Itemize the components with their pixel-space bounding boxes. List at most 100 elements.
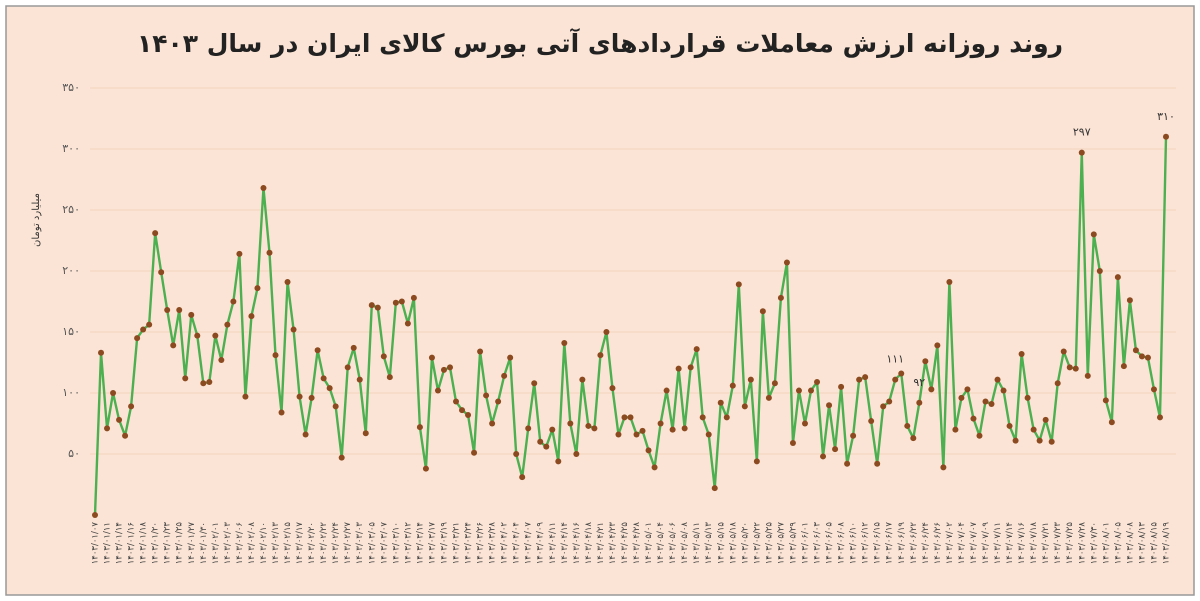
data-point bbox=[296, 393, 303, 400]
data-point bbox=[1090, 231, 1097, 238]
data-point bbox=[627, 414, 634, 421]
data-point bbox=[808, 387, 815, 394]
data-point bbox=[958, 394, 965, 401]
x-tick-label: ۱۴۰۳/۰۴/۱۶ bbox=[572, 522, 582, 564]
data-point bbox=[1030, 426, 1037, 433]
x-tick-label: ۱۴۰۳/۰۴/۱۴ bbox=[560, 522, 570, 564]
x-tick-label: ۱۴۰۳/۰۷/۲۵ bbox=[1065, 522, 1075, 565]
data-point bbox=[874, 460, 881, 467]
data-point bbox=[1066, 364, 1073, 371]
data-point bbox=[134, 335, 141, 342]
x-tick-label: ۱۴۰۳/۰۲/۰۸ bbox=[247, 522, 257, 565]
x-tick-label: ۱۴۰۳/۰۶/۲۴ bbox=[921, 522, 931, 564]
x-tick-label: ۱۴۰۳/۰۷/۱۱ bbox=[993, 522, 1003, 564]
data-point bbox=[759, 308, 766, 315]
data-point bbox=[182, 375, 189, 382]
data-point bbox=[152, 230, 159, 237]
data-point bbox=[1126, 297, 1133, 304]
data-point bbox=[440, 366, 447, 373]
data-point bbox=[489, 420, 496, 427]
x-tick-label: ۱۴۰۳/۰۳/۱۲ bbox=[403, 522, 413, 565]
data-point bbox=[1096, 268, 1103, 274]
data-point bbox=[1060, 348, 1067, 355]
data-point bbox=[374, 304, 381, 311]
x-tick-label: ۱۴۰۳/۰۴/۱۱ bbox=[548, 522, 558, 564]
x-tick-label: ۱۴۰۳/۰۲/۲۲ bbox=[319, 522, 329, 565]
x-tick-label: ۱۴۰۳/۰۱/۰۷ bbox=[91, 522, 101, 565]
data-point bbox=[338, 454, 345, 461]
data-point bbox=[434, 387, 441, 394]
data-point bbox=[994, 376, 1001, 383]
data-point bbox=[1120, 363, 1127, 370]
data-point bbox=[904, 422, 911, 429]
x-tick-label: ۱۴۰۳/۰۶/۰۱ bbox=[800, 522, 810, 564]
x-tick-label: ۱۴۰۳/۰۱/۲۵ bbox=[175, 522, 185, 565]
data-point bbox=[645, 447, 652, 454]
y-tick-label: ۲۵۰ bbox=[62, 203, 80, 216]
x-tick-label: ۱۴۰۳/۰۳/۲۸ bbox=[488, 522, 498, 565]
data-point bbox=[356, 376, 363, 383]
data-point bbox=[254, 285, 261, 292]
data-point bbox=[753, 458, 760, 465]
data-point bbox=[242, 393, 249, 400]
x-tick-label: ۱۴۰۳/۰۳/۰۳ bbox=[355, 522, 365, 565]
x-tick-label: ۱۴۰۳/۰۷/۱۴ bbox=[1005, 522, 1015, 564]
data-point bbox=[777, 294, 784, 301]
x-tick-label: ۱۴۰۳/۰۲/۱۷ bbox=[295, 522, 305, 565]
data-point bbox=[585, 422, 592, 429]
x-tick-label: ۱۴۰۳/۰۳/۲۱ bbox=[452, 522, 462, 564]
data-point bbox=[290, 326, 297, 333]
data-point bbox=[92, 512, 98, 518]
y-tick-label: ۳۰۰ bbox=[62, 142, 80, 155]
y-tick-label: ۵۰ bbox=[68, 447, 80, 460]
chart-title: روند روزانه ارزش معاملات قراردادهای آتی … bbox=[137, 28, 1063, 59]
data-point bbox=[188, 311, 195, 318]
data-point bbox=[302, 431, 309, 438]
data-point bbox=[693, 346, 700, 353]
x-tick-label: ۱۴۰۳/۰۶/۲۶ bbox=[933, 522, 943, 564]
x-tick-label: ۱۴۰۳/۰۷/۱۶ bbox=[1017, 522, 1027, 564]
data-point bbox=[850, 432, 857, 439]
data-point bbox=[386, 374, 393, 381]
x-tick-label: ۱۴۰۳/۰۲/۱۰ bbox=[259, 522, 269, 564]
data-point bbox=[880, 403, 887, 410]
data-point bbox=[801, 420, 808, 427]
data-point bbox=[104, 425, 111, 432]
data-point bbox=[212, 332, 219, 339]
x-tick-label: ۱۴۰۳/۰۵/۱۳ bbox=[704, 522, 714, 565]
chart-background bbox=[5, 5, 1195, 596]
x-tick-label: ۱۴۰۳/۰۳/۱۹ bbox=[439, 522, 449, 565]
data-point bbox=[248, 313, 255, 320]
data-point bbox=[477, 348, 484, 355]
data-point bbox=[1072, 365, 1079, 372]
data-point bbox=[1163, 133, 1169, 140]
x-tick-label: ۱۴۰۳/۰۸/۰۵ bbox=[1113, 522, 1123, 565]
x-tick-label: ۱۴۰۳/۰۵/۱۸ bbox=[728, 522, 738, 565]
x-tick-label: ۱۴۰۳/۰۷/۳۰ bbox=[1089, 522, 1099, 564]
data-point bbox=[525, 425, 532, 432]
data-point bbox=[838, 383, 845, 390]
y-tick-label: ۲۰۰ bbox=[62, 264, 80, 277]
data-point bbox=[218, 357, 225, 364]
data-point bbox=[982, 398, 989, 405]
data-point bbox=[404, 320, 411, 327]
data-point bbox=[164, 307, 171, 314]
x-tick-label: ۱۴۰۳/۰۵/۰۸ bbox=[680, 522, 690, 565]
data-point bbox=[922, 358, 929, 365]
x-tick-label: ۱۴۰۳/۰۴/۰۲ bbox=[500, 522, 510, 565]
x-tick-label: ۱۴۰۳/۰۷/۰۲ bbox=[945, 522, 955, 565]
data-point bbox=[194, 332, 201, 339]
data-point bbox=[398, 298, 405, 305]
data-point bbox=[789, 440, 796, 447]
data-point bbox=[140, 326, 147, 333]
data-point bbox=[633, 431, 640, 438]
x-tick-label: ۱۴۰۳/۰۱/۱۶ bbox=[127, 522, 137, 564]
data-point bbox=[940, 464, 947, 471]
data-point bbox=[886, 398, 893, 405]
data-point bbox=[765, 394, 772, 401]
data-point bbox=[591, 425, 598, 432]
data-point bbox=[771, 380, 778, 387]
data-point bbox=[747, 376, 754, 383]
data-point bbox=[422, 465, 429, 472]
x-tick-label: ۱۴۰۳/۰۲/۱۵ bbox=[283, 522, 293, 565]
